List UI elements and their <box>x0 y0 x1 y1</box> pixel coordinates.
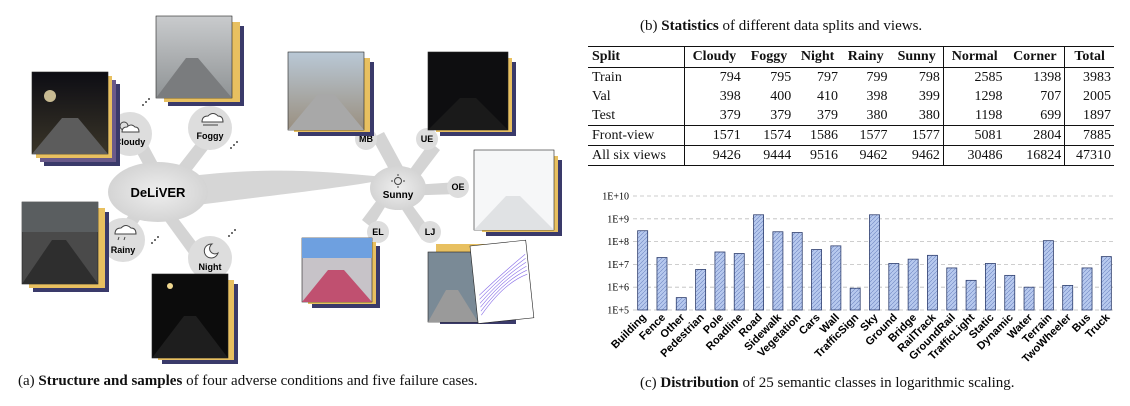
y-tick-label: 1E+7 <box>607 260 629 271</box>
bar-other <box>675 297 687 311</box>
bar-road <box>753 214 765 311</box>
bar-fence <box>656 257 668 311</box>
bar-twowheeler <box>1062 284 1074 311</box>
bar-sidewalk <box>772 231 784 311</box>
col-normal: Normal <box>942 46 1006 68</box>
col-night: Night <box>800 49 835 64</box>
cloud-rain-icon <box>114 225 137 241</box>
y-axis-ticks: 1E+5 1E+6 1E+7 1E+8 1E+9 1E+10 <box>602 192 629 317</box>
col-sunny: Sunny <box>897 49 936 64</box>
svg-text:Night: Night <box>199 262 222 272</box>
deliver-label: DeLiVER <box>131 185 187 200</box>
bar-groundrail <box>946 267 958 311</box>
y-tick-label: 1E+6 <box>607 283 629 294</box>
bar-railtrack <box>927 254 938 311</box>
svg-text:OE: OE <box>451 182 464 192</box>
y-tick-label: 1E+8 <box>607 237 629 248</box>
sun-icon <box>391 174 405 188</box>
y-tick-label: 1E+5 <box>607 306 629 317</box>
bar-cars <box>811 249 822 311</box>
image-stack-foggy <box>155 15 244 106</box>
col-corner: Corner <box>1013 49 1057 64</box>
image-stack-ue <box>427 51 516 136</box>
bar-wall <box>830 245 842 311</box>
svg-text:UE: UE <box>421 134 434 144</box>
deliver-hub <box>108 162 208 222</box>
bar-roadline <box>733 253 745 311</box>
col-foggy: Foggy <box>750 49 788 64</box>
svg-text:Cloudy: Cloudy <box>115 137 146 147</box>
col-total: Total <box>1064 46 1114 68</box>
structure-diagram: DeLiVER Cloudy Foggy Rainy Night <box>21 15 562 364</box>
col-cloudy: Cloudy <box>683 46 744 68</box>
table-row: Test 379 379 379 380 380 1198 699 1897 <box>588 106 1114 126</box>
svg-text:Sunny: Sunny <box>383 190 414 201</box>
bar-pedestrian <box>695 269 707 311</box>
image-stack-mb <box>287 51 374 136</box>
ellipsis-dots <box>142 98 238 244</box>
x-axis-labels: BuildingFenceOtherPedestrianPoleRoadline… <box>609 311 1113 365</box>
bar-water <box>1023 286 1035 311</box>
x-tick-label: Cars <box>797 312 823 338</box>
bar-bridge <box>907 258 919 311</box>
bar-truck <box>1100 256 1112 311</box>
table-row: Train 794 795 797 799 798 2585 1398 3983 <box>588 67 1114 87</box>
table-header-row: Split Cloudy Foggy Night Rainy Sunny Nor… <box>588 46 1114 68</box>
caption-c: (c) Distribution of 25 semantic classes … <box>640 375 1015 391</box>
image-stack-lj <box>427 239 535 324</box>
image-stack-cloudy <box>31 71 120 166</box>
y-tick-label: 1E+10 <box>602 192 629 203</box>
svg-text:Rainy: Rainy <box>111 245 136 255</box>
bar-sky <box>869 214 880 311</box>
bars <box>637 214 1112 311</box>
svg-text:MB: MB <box>359 134 373 144</box>
bar-bus <box>1081 267 1093 311</box>
moon-icon <box>203 243 219 259</box>
col-split: Split <box>592 49 621 64</box>
cloud-sun-icon <box>119 121 140 133</box>
svg-text:LJ: LJ <box>425 227 436 237</box>
image-stack-rainy <box>21 201 109 292</box>
image-stack-el <box>301 237 380 308</box>
table-row: All six views 9426 9444 9516 9462 9462 30486 16… <box>588 145 1114 166</box>
col-rainy: Rainy <box>847 49 884 64</box>
bar-dynamic <box>1004 274 1016 311</box>
node-night: Night <box>188 236 232 280</box>
connector-band <box>175 170 395 208</box>
image-stack-night <box>151 273 238 364</box>
statistics-table: Split Cloudy Foggy Night Rainy Sunny Nor… <box>588 46 1114 166</box>
y-tick-label: 1E+9 <box>607 214 629 225</box>
node-el: EL <box>367 221 389 243</box>
bar-building <box>637 230 649 311</box>
cloud-fog-icon <box>201 113 224 126</box>
node-oe: OE <box>447 176 469 198</box>
bar-trafficlight <box>965 279 977 311</box>
bar-static <box>984 263 996 311</box>
bar-trafficsign <box>849 287 861 311</box>
svg-text:Foggy: Foggy <box>197 131 224 141</box>
node-ue: UE <box>416 128 438 150</box>
image-stack-oe <box>473 149 562 236</box>
table-row: Val 398 400 410 398 399 1298 707 2005 <box>588 87 1114 106</box>
node-foggy: Foggy <box>188 106 232 150</box>
caption-b: (b) Statistics of different data splits … <box>640 18 923 34</box>
bar-pole <box>714 251 726 311</box>
bar-vegetation <box>791 232 803 311</box>
distribution-chart: 1E+5 1E+6 1E+7 1E+8 1E+9 1E+10 BuildingFenceO… <box>602 192 1116 365</box>
table-row: Front-view 1571 1574 1586 1577 1577 5081 2804 78… <box>588 125 1114 146</box>
bar-terrain <box>1042 240 1054 311</box>
node-lj: LJ <box>419 221 441 243</box>
node-rainy: Rainy <box>101 218 145 262</box>
bar-ground <box>888 263 900 311</box>
caption-a: (a) Structure and samples of four advers… <box>18 373 478 389</box>
svg-text:EL: EL <box>372 227 384 237</box>
